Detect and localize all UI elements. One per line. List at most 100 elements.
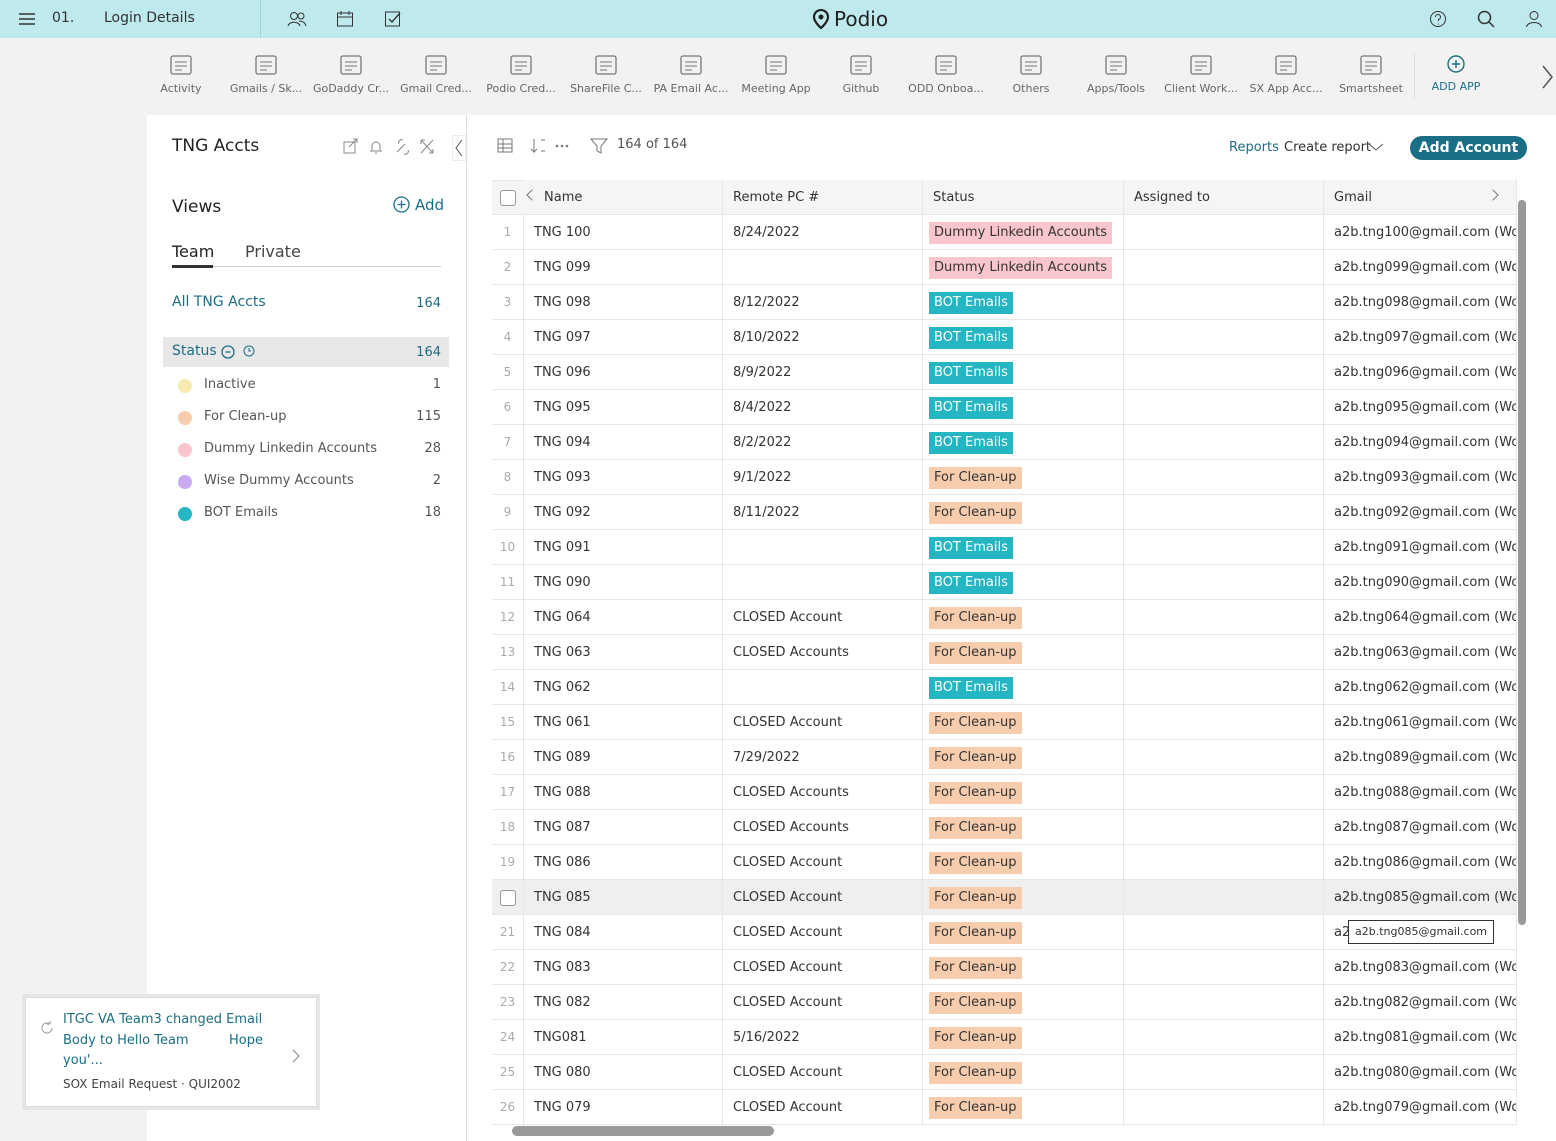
tab[interactable]: Private <box>245 242 301 261</box>
name-cell[interactable]: TNG 079 <box>524 1090 723 1125</box>
vertical-scrollbar[interactable] <box>1518 200 1526 925</box>
name-cell[interactable]: TNG 082 <box>524 985 723 1020</box>
status-group[interactable] <box>163 337 449 367</box>
app-tab[interactable]: Meeting App <box>736 52 816 95</box>
name-cell[interactable]: TNG 095 <box>524 390 723 425</box>
app-label[interactable]: ADD APP <box>1431 80 1481 93</box>
app-tab[interactable]: Podio Cred... <box>481 52 561 95</box>
workspace[interactable]: 01. <box>52 10 75 26</box>
workspace-title[interactable]: Login Details <box>104 10 195 26</box>
add-account-button[interactable]: Add Account <box>1410 136 1527 160</box>
app-label[interactable]: Activity <box>160 82 202 95</box>
app-label[interactable]: Smartsheet <box>1339 82 1403 95</box>
profile-icon[interactable] <box>1525 10 1543 28</box>
name-cell[interactable]: TNG 097 <box>524 320 723 355</box>
app-tab[interactable]: Gmails / Sk... <box>226 52 306 95</box>
status-label[interactable]: BOT Emails <box>204 505 278 520</box>
name-cell[interactable]: TNG 096 <box>524 355 723 390</box>
name-cell[interactable]: TNG 088 <box>524 775 723 810</box>
app-tab[interactable]: Gmail Cred... <box>396 52 476 95</box>
app-label[interactable]: Apps/Tools <box>1086 82 1146 95</box>
brand[interactable]: Podio <box>834 7 889 31</box>
name-cell[interactable]: TNG 093 <box>524 460 723 495</box>
search-icon[interactable] <box>1477 10 1495 28</box>
app-tab[interactable]: Activity <box>141 52 221 95</box>
app-label[interactable]: Github <box>842 82 880 95</box>
app-tab[interactable]: SX App Acc... <box>1246 52 1326 95</box>
select-all-checkbox[interactable] <box>500 190 516 206</box>
app-tab[interactable]: Github <box>821 52 901 95</box>
name-cell[interactable]: TNG 083 <box>524 950 723 985</box>
app-label[interactable]: Gmails / Sk... <box>229 82 303 95</box>
column-header[interactable]: Gmail <box>1324 180 1517 215</box>
name-cell[interactable]: TNG 099 <box>524 250 723 285</box>
notification[interactable]: ITGC VA Team3 changed Email Body to Hell… <box>25 997 317 1107</box>
app-tab[interactable]: Smartsheet <box>1331 52 1411 95</box>
app-label[interactable]: Others <box>1012 82 1050 95</box>
app-label[interactable]: GoDaddy Cr... <box>312 82 390 95</box>
column-header[interactable]: Status <box>923 180 1124 215</box>
name-cell[interactable]: TNG 063 <box>524 635 723 670</box>
collapse-arrow[interactable] <box>452 135 466 161</box>
app-tab[interactable]: ShareFile C... <box>566 52 646 95</box>
view-link[interactable]: All TNG Accts <box>172 294 266 310</box>
app-tab[interactable]: GoDaddy Cr... <box>311 52 391 95</box>
app-label[interactable]: Podio Cred... <box>486 82 556 95</box>
status-label[interactable]: Inactive <box>204 377 256 392</box>
app-actions[interactable] <box>342 138 442 156</box>
app-label[interactable]: Client Work... <box>1164 82 1238 95</box>
app-tab[interactable]: Others <box>991 52 1071 95</box>
name-cell[interactable]: TNG 062 <box>524 670 723 705</box>
app-tab[interactable]: ADD APP <box>1416 52 1496 93</box>
calendar-icon[interactable] <box>336 10 354 28</box>
reports-link[interactable]: Reports <box>1229 140 1279 155</box>
app-label[interactable]: Gmail Cred... <box>400 82 472 95</box>
app-tab[interactable]: ODD Onboa... <box>906 52 986 95</box>
name-cell[interactable]: TNG 080 <box>524 1055 723 1090</box>
app-tab[interactable]: PA Email Ac... <box>651 52 731 95</box>
add-view[interactable]: Add <box>415 196 445 214</box>
app-tab[interactable]: Apps/Tools <box>1076 52 1156 95</box>
filter-icon[interactable] <box>590 137 608 155</box>
status-label[interactable]: For Clean-up <box>204 409 287 424</box>
status-label[interactable]: Dummy Linkedin Accounts <box>204 441 378 456</box>
name-cell[interactable]: TNG 061 <box>524 705 723 740</box>
name-cell[interactable]: TNG 100 <box>524 215 723 250</box>
horizontal-scrollbar[interactable] <box>512 1126 774 1136</box>
name-cell[interactable]: TNG 090 <box>524 565 723 600</box>
name-cell[interactable]: TNG 089 <box>524 740 723 775</box>
next-arrow[interactable] <box>1540 64 1554 90</box>
add-icon[interactable] <box>393 196 410 213</box>
name-cell[interactable]: TNG081 <box>524 1020 723 1055</box>
contacts-icon[interactable] <box>287 10 307 28</box>
app-tab[interactable]: Client Work... <box>1161 52 1241 95</box>
name-cell[interactable]: TNG 086 <box>524 845 723 880</box>
app-label[interactable]: Meeting App <box>741 82 811 95</box>
name-cell[interactable]: TNG 092 <box>524 495 723 530</box>
name-cell[interactable]: TNG 064 <box>524 600 723 635</box>
dropdown-arrow[interactable] <box>1368 141 1384 153</box>
create-report[interactable]: Create report <box>1284 140 1372 155</box>
column-header[interactable]: Remote PC # <box>723 180 923 215</box>
status-group-label[interactable]: Status <box>172 343 217 359</box>
row-checkbox[interactable] <box>500 890 516 906</box>
status-label[interactable]: Wise Dummy Accounts <box>204 473 354 488</box>
name-cell[interactable]: TNG 094 <box>524 425 723 460</box>
column-header[interactable]: Assigned to <box>1124 180 1324 215</box>
app-label[interactable]: ODD Onboa... <box>908 82 984 95</box>
app-label[interactable]: SX App Acc... <box>1249 82 1323 95</box>
name-cell[interactable]: TNG 098 <box>524 285 723 320</box>
tab[interactable]: Team <box>172 242 215 261</box>
menu-icon[interactable] <box>18 11 36 27</box>
app-label[interactable]: ShareFile C... <box>570 82 642 95</box>
name-cell[interactable]: TNG 084 <box>524 915 723 950</box>
name-cell[interactable]: TNG 085 <box>524 880 723 915</box>
podio-logo[interactable] <box>812 9 830 29</box>
view-tools[interactable] <box>497 137 577 155</box>
app-label[interactable]: PA Email Ac... <box>653 82 729 95</box>
name-cell[interactable]: TNG 087 <box>524 810 723 845</box>
column-header[interactable]: Name <box>524 180 723 215</box>
name-cell[interactable]: TNG 091 <box>524 530 723 565</box>
tasks-icon[interactable] <box>384 10 402 28</box>
status-icons[interactable] <box>221 344 257 360</box>
